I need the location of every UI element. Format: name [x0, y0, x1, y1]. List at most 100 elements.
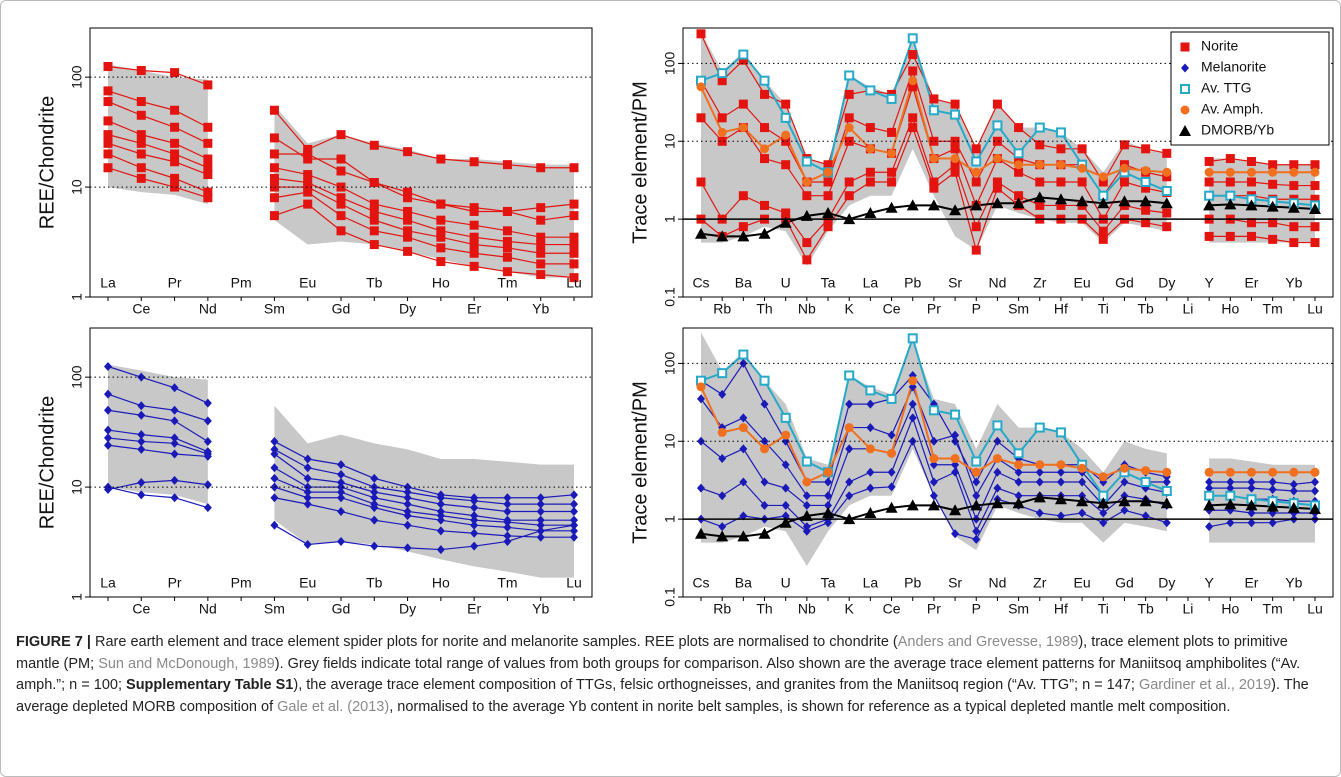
range-field: [108, 364, 208, 505]
marker: [137, 430, 146, 440]
marker: [885, 201, 898, 213]
y-tick-label: 100: [69, 65, 85, 89]
marker: [1035, 200, 1045, 210]
marker: [759, 375, 770, 386]
series-line: [274, 177, 574, 246]
marker: [718, 522, 727, 532]
x-tick-label: Ti: [1098, 301, 1109, 317]
marker: [802, 526, 811, 536]
marker: [1014, 167, 1024, 177]
marker: [1310, 238, 1320, 248]
marker: [802, 255, 812, 265]
marker: [303, 482, 312, 492]
marker: [864, 206, 877, 218]
marker: [697, 483, 705, 493]
marker: [738, 49, 749, 60]
caption-link[interactable]: Gardiner et al., 2019: [1138, 677, 1272, 693]
marker: [802, 477, 812, 487]
x-tick-label: Eu: [1074, 575, 1091, 591]
x-tick-label: Ce: [883, 301, 901, 317]
marker: [569, 232, 579, 242]
series-line: [274, 486, 574, 532]
marker: [1098, 234, 1108, 244]
caption-normal: ), the average trace element composition…: [293, 677, 1139, 693]
marker: [717, 427, 727, 437]
marker: [1162, 148, 1172, 158]
marker: [203, 170, 213, 180]
marker: [1203, 199, 1216, 211]
marker: [569, 163, 579, 173]
marker: [203, 154, 213, 164]
x-tick-label: K: [845, 601, 855, 617]
marker: [136, 163, 146, 173]
marker: [1205, 477, 1214, 487]
marker: [1310, 194, 1320, 204]
series-line: [107, 409, 209, 442]
series-line: [107, 444, 208, 458]
marker: [1205, 483, 1214, 493]
marker: [866, 467, 875, 477]
marker: [137, 436, 146, 446]
marker: [1289, 467, 1299, 477]
marker: [1268, 160, 1278, 170]
y-axis-label: REE/Chondrite: [36, 396, 58, 529]
caption-link[interactable]: Gale et al. (2013): [277, 698, 390, 715]
marker: [1204, 156, 1214, 166]
marker: [695, 227, 707, 239]
marker: [780, 412, 791, 423]
marker: [992, 183, 1002, 193]
marker: [502, 206, 512, 216]
x-tick-label: Sm: [264, 601, 285, 617]
marker: [781, 483, 790, 493]
marker: [536, 515, 545, 525]
marker: [887, 148, 897, 158]
x-tick-label: Ce: [132, 601, 150, 617]
marker: [991, 497, 1004, 509]
marker: [470, 520, 479, 530]
caption-link[interactable]: Anders and Grevesse, 1989: [897, 634, 1079, 650]
marker: [1014, 123, 1024, 133]
marker: [1119, 140, 1129, 150]
marker: [370, 515, 379, 525]
marker: [951, 430, 960, 440]
marker: [436, 499, 445, 509]
marker: [1034, 122, 1045, 133]
x-tick-label: La: [863, 275, 879, 291]
marker: [864, 506, 877, 518]
marker: [1035, 140, 1045, 150]
marker: [369, 140, 379, 150]
x-tick-label: Hf: [1054, 601, 1068, 617]
marker: [737, 230, 750, 242]
x-tick-label: Ho: [432, 575, 450, 591]
marker: [950, 99, 960, 109]
caption-normal: ). Grey fields indicate total range of v…: [16, 655, 1301, 694]
marker: [1266, 500, 1279, 512]
x-tick-label: Th: [756, 301, 772, 317]
marker: [470, 541, 479, 551]
series-line: [107, 134, 209, 169]
y-tick-label: 1: [69, 293, 85, 301]
marker: [270, 482, 279, 492]
caption-link[interactable]: Sun and McDonough, 1989: [98, 655, 275, 672]
marker: [569, 273, 579, 283]
marker: [844, 113, 854, 123]
marker: [802, 500, 811, 510]
marker: [104, 440, 112, 450]
marker: [336, 199, 346, 209]
marker: [1077, 177, 1087, 187]
x-tick-label: Yb: [532, 301, 549, 317]
y-tick-label: 100: [69, 365, 85, 389]
marker: [137, 478, 146, 488]
marker: [1056, 477, 1065, 487]
marker: [469, 206, 479, 216]
marker: [1204, 190, 1215, 201]
marker: [270, 444, 279, 454]
marker: [1162, 208, 1172, 218]
marker: [436, 232, 446, 242]
legend-box: [1170, 31, 1330, 146]
marker: [1226, 483, 1235, 493]
x-tick-label: Nd: [988, 575, 1006, 591]
marker: [717, 68, 728, 79]
x-tick-label: Tm: [1263, 601, 1283, 617]
marker: [170, 157, 180, 167]
